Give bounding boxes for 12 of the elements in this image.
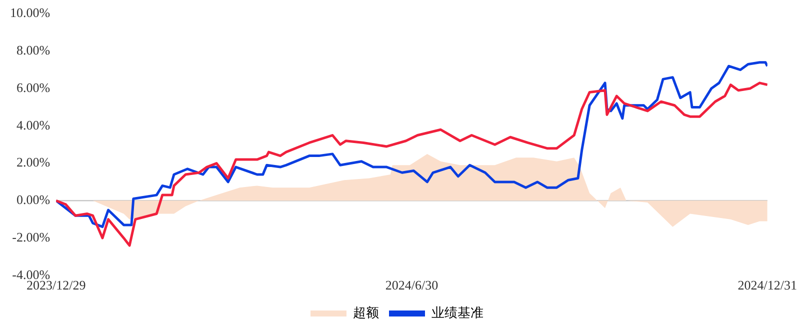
y-tick-label: -2.00% (12, 229, 50, 244)
y-tick-label: 2.00% (16, 154, 50, 170)
legend-label: 超额 (353, 304, 379, 320)
y-tick-label: 4.00% (16, 117, 50, 132)
y-tick-label: 6.00% (16, 80, 50, 95)
y-tick-label: 0.00% (16, 192, 50, 208)
x-tick-label: 2024/12/31 (738, 278, 798, 293)
y-tick-label: -4.00% (12, 266, 50, 282)
y-tick-label: 8.00% (16, 42, 50, 58)
x-tick-label: 2024/6/30 (385, 278, 438, 293)
y-tick-label: 10.00% (10, 5, 50, 20)
legend-label: 业绩基准 (432, 304, 484, 320)
